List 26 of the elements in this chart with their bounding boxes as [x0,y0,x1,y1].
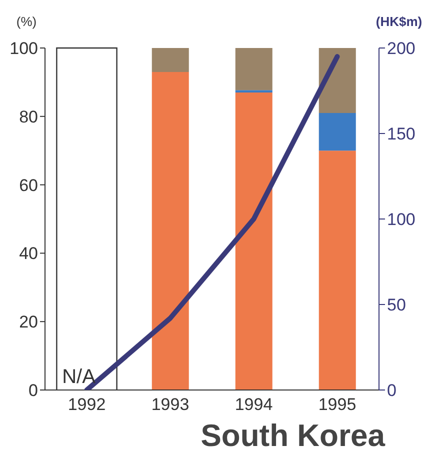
bar [318,48,356,113]
x-tick-label: 1993 [151,395,190,414]
bar [235,48,272,90]
annotation: N/A [61,366,96,389]
y-tick-label: 60 [19,176,38,195]
x-tick-label: 1992 [68,395,106,414]
y-tick-label: 80 [19,107,38,126]
y-tick-label: 0 [28,381,38,400]
bar [152,48,189,72]
bar [318,112,356,151]
y-tick-label: 40 [19,244,38,264]
bar [235,92,272,390]
text: South Korea [200,418,385,454]
bar [318,150,356,390]
x-tick-label: 1994 [234,395,273,414]
bar [152,72,189,390]
y2-tick-label: 150 [387,124,416,144]
y-tick-label: 100 [10,39,38,58]
x-tick-label: 1995 [318,395,356,414]
y2-tick-label: 100 [387,210,416,230]
y-axis-title: (%) [15,14,38,29]
y2-tick-label: 0 [387,381,396,400]
y-tick-label: 20 [19,312,38,332]
y2-tick-label: 50 [387,296,406,315]
y2-axis-title: (HK$m) [374,14,424,29]
y2-tick-label: 200 [387,39,416,58]
